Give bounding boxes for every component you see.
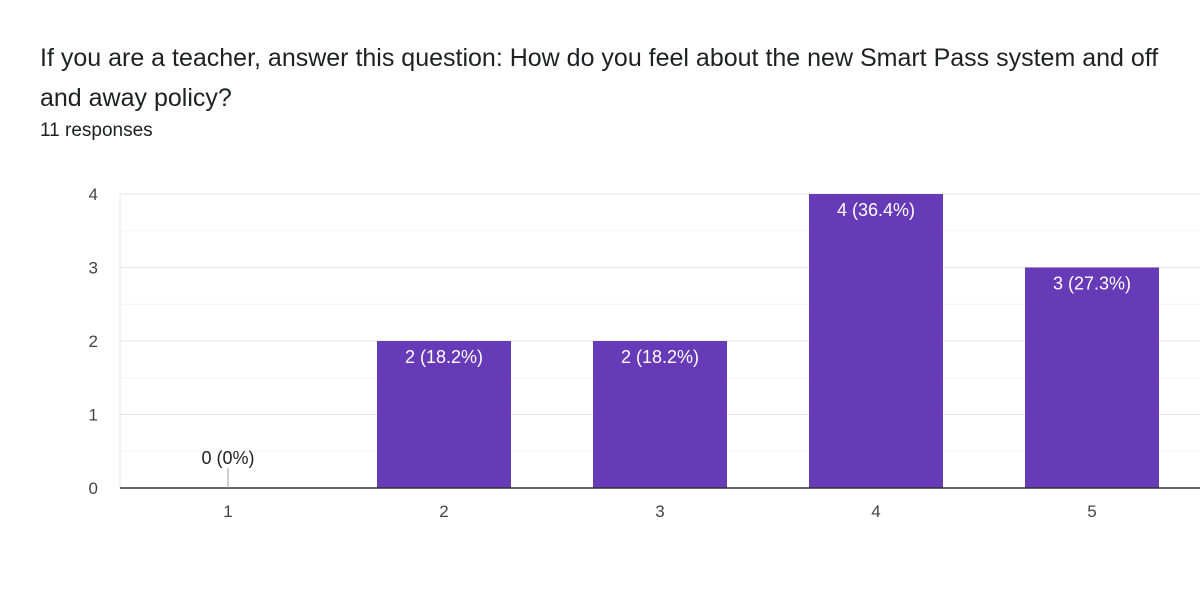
data-label: 4 (36.4%)	[837, 200, 915, 220]
bar	[377, 341, 511, 488]
x-tick-label: 5	[1087, 502, 1096, 521]
bar	[1025, 267, 1159, 488]
bar	[809, 194, 943, 488]
y-tick-label: 3	[89, 259, 98, 278]
data-label: 3 (27.3%)	[1053, 274, 1131, 294]
x-tick-label: 2	[439, 502, 448, 521]
x-tick-label: 4	[871, 502, 880, 521]
y-tick-label: 4	[89, 185, 98, 204]
data-label: 0 (0%)	[201, 448, 254, 468]
x-tick-label: 1	[223, 502, 232, 521]
data-label: 2 (18.2%)	[621, 347, 699, 367]
data-label: 2 (18.2%)	[405, 347, 483, 367]
bar	[593, 341, 727, 488]
data-labels: 0 (0%) 2 (18.2%) 2 (18.2%) 4 (36.4%) 3 (27.3…	[201, 200, 1131, 488]
y-tick-label: 2	[89, 332, 98, 351]
question-title: If you are a teacher, answer this questi…	[40, 44, 1159, 112]
y-tick-label: 1	[89, 406, 98, 425]
response-count: 11 responses	[40, 120, 153, 141]
bars	[377, 194, 1159, 488]
x-tick-label: 3	[655, 502, 664, 521]
y-tick-label: 0	[89, 479, 98, 498]
axes: 0 1 2 3 4 1 2 3 4 5	[89, 185, 1200, 521]
